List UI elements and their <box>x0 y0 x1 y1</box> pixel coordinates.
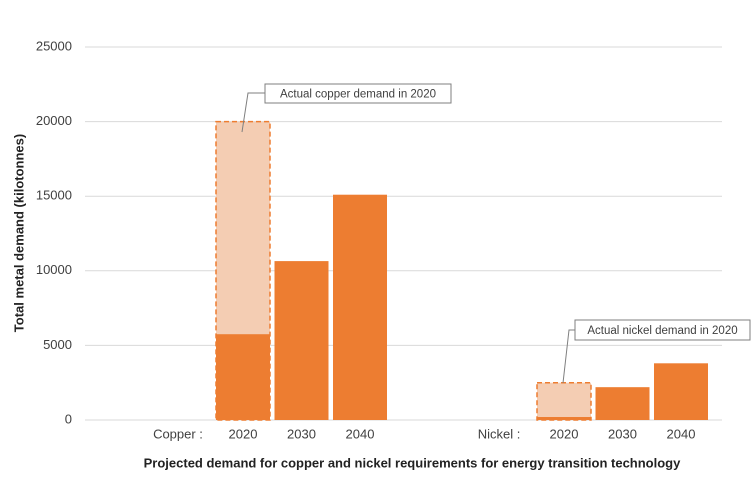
bar <box>654 363 708 420</box>
actual-bar <box>536 381 592 421</box>
x-tick-label: 2030 <box>287 426 316 441</box>
callout-text: Actual nickel demand in 2020 <box>587 325 737 337</box>
x-tick-label: 2040 <box>667 426 696 441</box>
callout-box <box>264 83 452 104</box>
y-tick-label: 10000 <box>36 262 72 277</box>
callout-line <box>241 92 265 133</box>
bar <box>333 194 387 420</box>
bar <box>274 261 329 420</box>
bar <box>595 387 650 420</box>
bar <box>537 417 591 420</box>
y-tick-label: 5000 <box>43 337 72 352</box>
y-tick-label: 0 <box>65 411 72 426</box>
group-label: Copper : <box>153 426 203 441</box>
x-axis-title: Projected demand for copper and nickel r… <box>144 455 681 470</box>
callout-box <box>574 319 751 341</box>
group-label: Nickel : <box>478 426 521 441</box>
y-tick-label: 15000 <box>36 188 72 203</box>
callout-line <box>562 329 575 384</box>
x-tick-label: 2030 <box>608 426 637 441</box>
x-tick-label: 2020 <box>550 426 579 441</box>
callout-text: Actual copper demand in 2020 <box>280 89 436 101</box>
y-tick-label: 25000 <box>36 38 72 53</box>
y-tick-label: 20000 <box>36 113 72 128</box>
bar <box>216 334 270 420</box>
x-tick-label: 2040 <box>346 426 375 441</box>
y-axis-title: Total metal demand (kilotonnes) <box>11 134 26 332</box>
x-tick-label: 2020 <box>229 426 258 441</box>
